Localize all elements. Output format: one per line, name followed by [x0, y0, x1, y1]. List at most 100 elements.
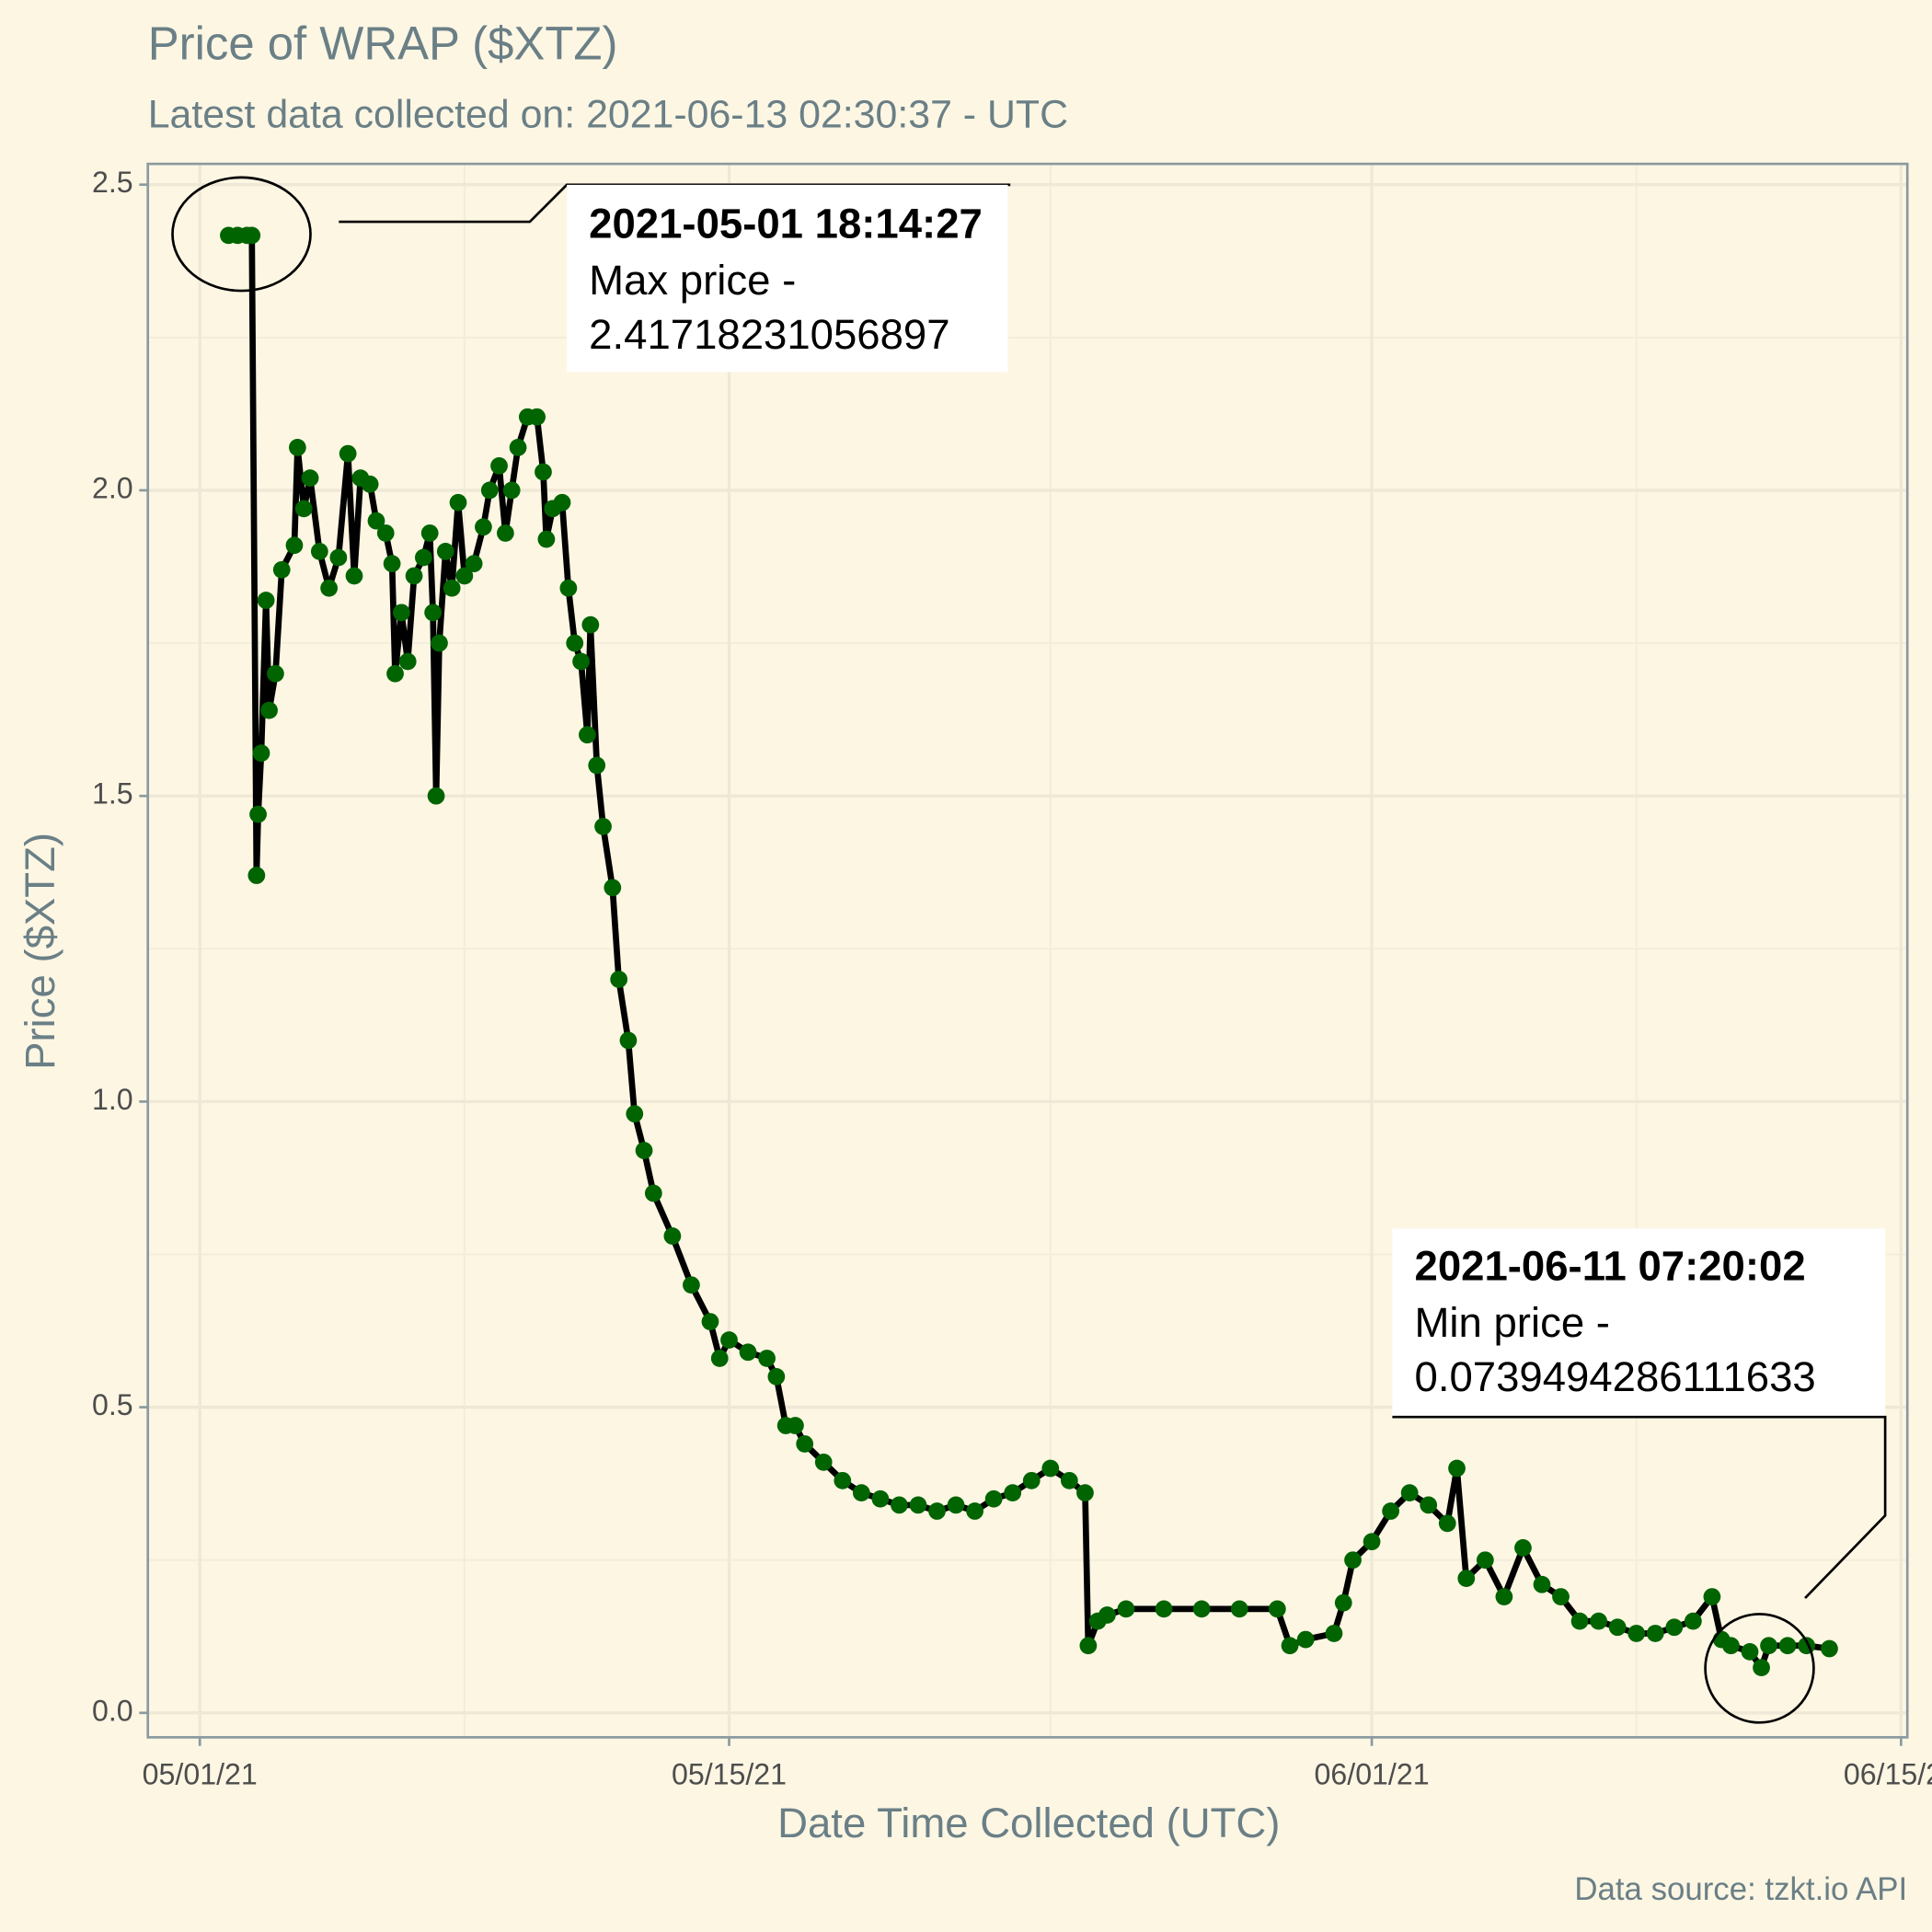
price-point: [1590, 1612, 1608, 1630]
price-point: [260, 701, 278, 719]
caption: Data source: tzkt.io API: [1574, 1871, 1907, 1907]
min-circle: [1704, 1613, 1815, 1724]
max-box: [567, 184, 1008, 373]
price-point: [267, 664, 284, 683]
max-label: Max price -: [589, 257, 796, 304]
price-point: [1741, 1642, 1759, 1661]
price-point: [1476, 1551, 1494, 1570]
price-point: [701, 1313, 719, 1330]
price-point: [405, 567, 423, 585]
price-point: [386, 664, 404, 683]
price-point: [1627, 1625, 1646, 1642]
price-point: [1022, 1471, 1041, 1489]
price-point: [928, 1502, 946, 1520]
min-value: 0.0739494286111633: [1415, 1353, 1816, 1400]
price-point: [1665, 1618, 1684, 1637]
price-point: [635, 1142, 653, 1159]
x-tick-label: 06/15/21: [1844, 1758, 1932, 1791]
y-tick-label: 2.5: [92, 166, 133, 199]
chart-subtitle: Latest data collected on: 2021-06-13 02:…: [148, 93, 1068, 137]
price-point: [871, 1489, 890, 1508]
price-point: [320, 579, 338, 597]
price-point: [1230, 1600, 1248, 1618]
panel-border: [146, 162, 1909, 1739]
price-point: [383, 555, 401, 573]
price-point: [247, 867, 266, 884]
price-point: [367, 512, 385, 530]
price-point: [414, 548, 432, 567]
y-tick-label: 1.5: [92, 777, 133, 811]
price-point: [758, 1350, 776, 1367]
price-point: [1117, 1600, 1135, 1618]
price-point: [947, 1496, 965, 1514]
price-point: [310, 543, 328, 560]
price-point: [1533, 1575, 1551, 1593]
price-point: [1646, 1625, 1664, 1642]
min-label: Min price -: [1415, 1299, 1610, 1346]
y-tick-label: 0.5: [92, 1388, 133, 1421]
price-point: [1004, 1484, 1022, 1501]
price-point: [626, 1105, 644, 1123]
x-tick-label: 05/15/21: [672, 1758, 787, 1791]
price-point: [767, 1367, 786, 1386]
price-point: [497, 524, 514, 542]
price-point: [588, 756, 606, 775]
price-point: [1268, 1600, 1286, 1618]
price-point: [814, 1454, 833, 1471]
price-point: [361, 475, 379, 493]
price-point: [610, 971, 628, 988]
price-point: [1281, 1637, 1299, 1655]
price-point: [683, 1276, 700, 1294]
price-point: [1344, 1551, 1362, 1570]
price-point: [796, 1435, 814, 1453]
price-point: [710, 1350, 729, 1367]
price-point: [398, 652, 417, 671]
price-point: [1457, 1570, 1476, 1588]
min-box: [1392, 1228, 1886, 1418]
y-axis-title: Price ($XTZ): [17, 833, 63, 1070]
price-point: [427, 787, 445, 805]
price-point: [1703, 1588, 1721, 1605]
price-point: [392, 604, 410, 622]
price-point: [449, 493, 467, 512]
price-point: [891, 1496, 908, 1514]
price-point: [1438, 1514, 1456, 1533]
price-point: [272, 560, 291, 579]
price-point: [594, 818, 612, 835]
price-point: [480, 481, 499, 500]
y-tick-label: 1.0: [92, 1083, 133, 1116]
price-point: [984, 1489, 1003, 1508]
y-tick-label: 0.0: [92, 1694, 133, 1727]
price-point: [1363, 1533, 1381, 1551]
price-point: [294, 500, 313, 518]
price-point: [1041, 1459, 1060, 1478]
price-point: [1778, 1637, 1797, 1655]
price-point: [619, 1031, 638, 1050]
price-point: [1552, 1588, 1570, 1605]
price-point: [1495, 1588, 1513, 1605]
price-point: [1296, 1630, 1315, 1649]
price-point: [1514, 1539, 1532, 1557]
price-point: [1076, 1484, 1094, 1501]
price-point: [1079, 1637, 1098, 1655]
max-value: 2.41718231056897: [589, 311, 949, 358]
price-point: [1722, 1637, 1740, 1655]
min-connector: [1392, 1415, 1887, 1599]
x-axis-title: Date Time Collected (UTC): [777, 1800, 1280, 1846]
price-point: [424, 604, 442, 622]
x-tick-label: 05/01/21: [143, 1758, 258, 1791]
price-point: [243, 226, 261, 245]
price-point: [455, 567, 474, 585]
chart-title: Price of WRAP ($XTZ): [148, 17, 618, 69]
price-point: [1098, 1606, 1116, 1624]
price-point: [572, 652, 590, 671]
price-point: [1334, 1593, 1352, 1612]
price-point: [502, 481, 521, 500]
price-point: [1325, 1625, 1343, 1642]
price-point: [720, 1331, 738, 1349]
price-point: [1060, 1471, 1078, 1489]
price-point: [966, 1502, 983, 1520]
price-point: [579, 726, 596, 744]
